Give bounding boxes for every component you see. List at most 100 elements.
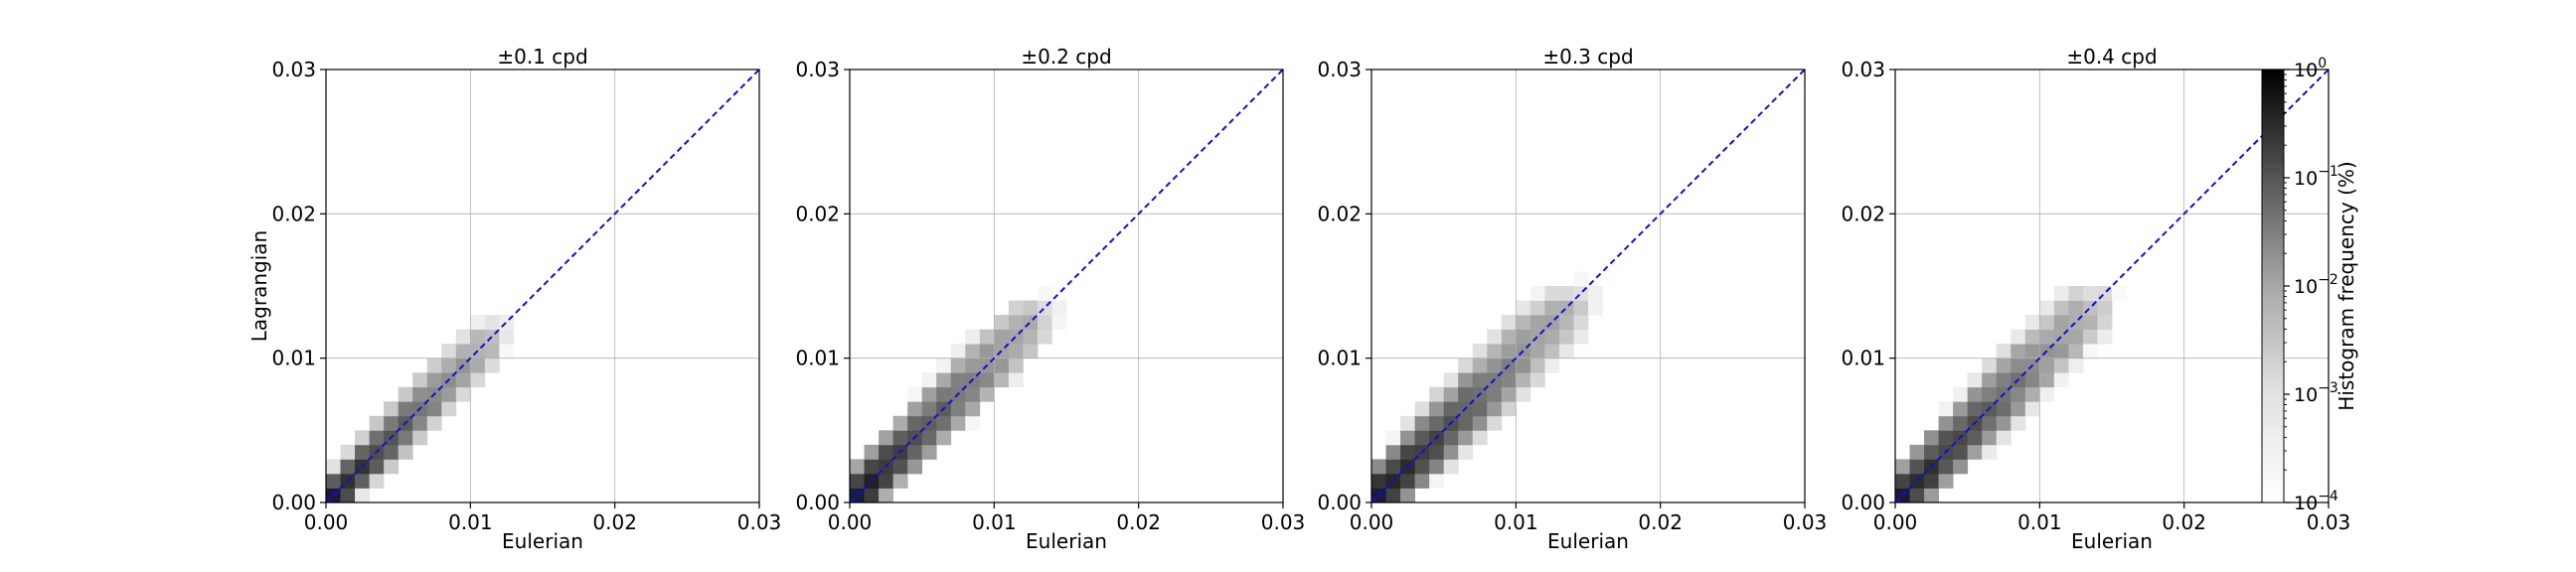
heatmap-cell xyxy=(1909,488,1925,503)
heatmap-cell xyxy=(1501,401,1517,417)
y-tick-label: 0.01 xyxy=(271,347,316,370)
y-ticks: 0.00 0.01 0.02 0.03 xyxy=(1317,58,1371,514)
heatmap-cell xyxy=(355,488,370,503)
heatmap-cell xyxy=(2053,286,2069,301)
heatmap-cell xyxy=(1982,386,1998,402)
heatmap-cell xyxy=(921,386,937,402)
y-ticks: 0.00 0.01 0.02 0.03 xyxy=(795,58,850,514)
x-tick-label: 0.01 xyxy=(972,510,1017,534)
heatmap-cell xyxy=(426,401,442,417)
heatmap-cell xyxy=(455,372,471,388)
heatmap-cell xyxy=(1429,459,1445,475)
y-tick-label: 0.03 xyxy=(795,58,840,81)
x-axis-label: Eulerian xyxy=(1026,529,1107,553)
heatmap-cell xyxy=(1487,329,1503,345)
x-ticks: 0.00 0.01 0.02 0.03 xyxy=(1873,502,2350,534)
heatmap-cell xyxy=(994,358,1010,373)
colorbar-tick-label: 10−1 xyxy=(2294,164,2338,190)
heatmap-cell xyxy=(2024,401,2040,417)
heatmap-cell xyxy=(1588,286,1603,301)
heatmap-cell xyxy=(907,386,923,402)
heatmap-cell xyxy=(1544,329,1560,345)
heatmap-cell xyxy=(1458,430,1474,446)
heatmap-cell xyxy=(1516,372,1531,388)
reference-line xyxy=(325,69,760,503)
heatmap-cell xyxy=(398,430,413,446)
panel-title: ±0.4 cpd xyxy=(2066,45,2157,69)
heatmap-cell xyxy=(1008,344,1024,359)
heatmap-cell xyxy=(2068,286,2084,301)
heatmap-cell xyxy=(2082,329,2098,345)
heatmap-cell xyxy=(1924,430,1939,446)
heatmap-cell xyxy=(2082,315,2098,330)
heatmap-cell xyxy=(1414,415,1430,431)
heatmap-cell xyxy=(1530,315,1545,330)
heatmap-cell xyxy=(1458,372,1474,388)
heatmap-cell xyxy=(1909,444,1925,460)
heatmap-cell xyxy=(1967,401,1983,417)
heatmap-cell xyxy=(965,358,981,373)
x-axis-label: Eulerian xyxy=(502,529,583,553)
heatmap-cell xyxy=(1996,344,2012,359)
heatmap-cell xyxy=(950,401,966,417)
heatmap-cell xyxy=(892,473,908,489)
heatmap-cell xyxy=(2011,344,2026,359)
heatmap-cell xyxy=(965,415,981,431)
heatmap-cell xyxy=(384,401,400,417)
x-tick-label: 0.01 xyxy=(448,510,493,534)
panel-2: 0.00 0.01 0.02 0.03 0.00 0.01 0.02 0.03 ±0.2 c… xyxy=(795,45,1305,553)
heatmap-cell xyxy=(864,444,880,460)
heatmap-cell xyxy=(1938,415,1954,431)
heatmap-cell xyxy=(1501,315,1517,330)
heatmap-cell xyxy=(1530,286,1545,301)
panel-4: 0.00 0.01 0.02 0.03 0.00 0.01 0.02 0.03 ±0.4 c… xyxy=(1841,45,2350,553)
reference-line xyxy=(849,69,1284,503)
y-tick-label: 0.02 xyxy=(795,202,840,225)
colorbar-label: Histogram frequency (%) xyxy=(2334,161,2358,410)
heatmap-cell xyxy=(994,329,1010,345)
heatmap-cell xyxy=(950,358,966,373)
heatmap-cell xyxy=(1458,386,1474,402)
x-tick-label: 0.00 xyxy=(828,510,873,534)
heatmap-cell xyxy=(426,415,442,431)
heatmap-cell xyxy=(1982,358,1998,373)
heatmap-cell xyxy=(1429,401,1445,417)
heatmap-cell xyxy=(326,473,341,489)
heatmap-cell xyxy=(965,329,981,345)
heatmap-cell xyxy=(907,459,923,475)
heatmap-cell xyxy=(1982,415,1998,431)
heatmap-cell xyxy=(1967,430,1983,446)
heatmap-cell xyxy=(1924,488,1939,503)
colorbar-tick-label: 10−2 xyxy=(2294,272,2338,298)
heatmap-cell xyxy=(369,459,385,475)
axes-frame xyxy=(325,69,760,503)
heatmap-cell xyxy=(455,344,471,359)
heatmap-cell xyxy=(1458,358,1474,373)
heatmap-cells xyxy=(850,286,1067,503)
heatmap-cell xyxy=(355,473,370,489)
heatmap-cell xyxy=(1472,358,1488,373)
heatmap-cell xyxy=(2011,358,2026,373)
y-tick-label: 0.01 xyxy=(795,347,840,370)
heatmap-cell xyxy=(921,430,937,446)
heatmap-cell xyxy=(355,444,370,460)
heatmap-cell xyxy=(1458,415,1474,431)
one-to-one-line xyxy=(1894,69,2330,503)
heatmap-cell xyxy=(1996,372,2012,388)
heatmap-cell xyxy=(1967,386,1983,402)
heatmap-cell xyxy=(1573,300,1589,316)
heatmap-cell xyxy=(1385,459,1401,475)
heatmap-cell xyxy=(369,473,385,489)
axes-frame xyxy=(1894,69,2330,503)
heatmap-cell xyxy=(1544,286,1560,301)
colorbar-tick-label: 10−3 xyxy=(2294,380,2338,406)
heatmap-cell xyxy=(340,488,356,503)
heatmap-cell xyxy=(2039,358,2055,373)
heatmap-cell xyxy=(2068,344,2084,359)
heatmap-cell xyxy=(1516,329,1531,345)
heatmap-cell xyxy=(2024,344,2040,359)
heatmap-cell xyxy=(1982,430,1998,446)
x-tick-label: 0.03 xyxy=(737,510,782,534)
heatmap-cell xyxy=(470,358,486,373)
heatmap-cell xyxy=(1443,459,1459,475)
